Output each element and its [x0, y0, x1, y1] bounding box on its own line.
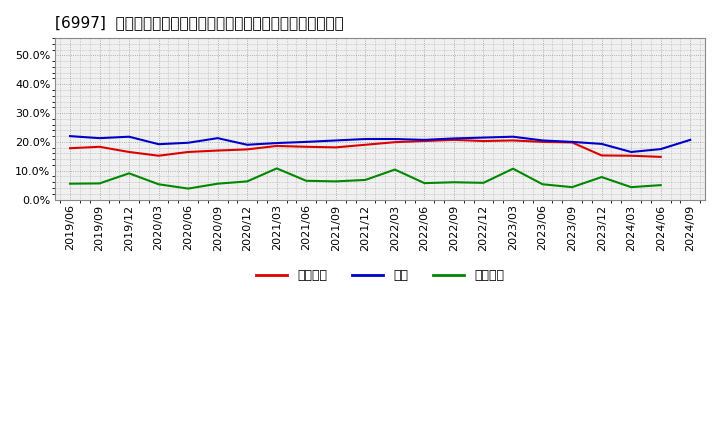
Text: [6997]  売上債権、在庫、買入債務の総資産に対する比率の推移: [6997] 売上債権、在庫、買入債務の総資産に対する比率の推移: [55, 15, 344, 30]
Legend: 売上債権, 在庫, 買入債務: 売上債権, 在庫, 買入債務: [251, 264, 510, 287]
